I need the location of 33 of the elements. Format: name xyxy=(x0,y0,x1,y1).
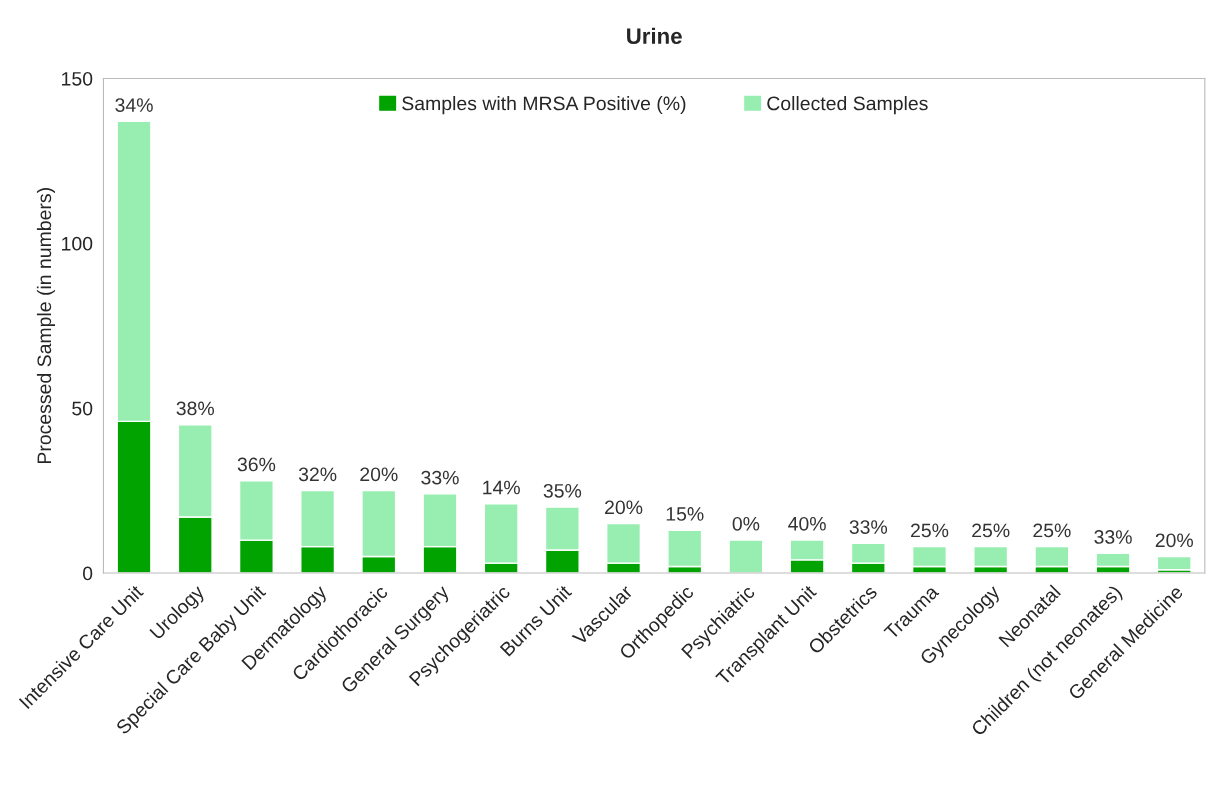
annotation: 34% xyxy=(115,98,153,112)
bar xyxy=(1034,545,1070,568)
annotation: 40% xyxy=(788,516,826,531)
y-tick-label: 0 xyxy=(82,566,93,581)
annotation: 25% xyxy=(1033,523,1071,538)
annotation: 38% xyxy=(176,401,214,416)
y-tick-label: 150 xyxy=(62,71,93,86)
annotation: 33% xyxy=(1094,530,1132,544)
annotation: 20% xyxy=(1155,533,1193,548)
legend-label: Samples with MRSA Positive (%) xyxy=(402,96,686,115)
annotation: 0% xyxy=(732,516,760,531)
annotation: 33% xyxy=(421,470,459,485)
annotation: 32% xyxy=(298,467,337,482)
annotation: 25% xyxy=(972,523,1010,538)
annotation: 33% xyxy=(849,520,888,534)
bar xyxy=(667,529,703,568)
annotation: 15% xyxy=(666,507,704,521)
bar xyxy=(728,539,764,574)
y-tick-label: 50 xyxy=(72,401,93,416)
bar xyxy=(1095,552,1131,568)
chart-title: Urine xyxy=(627,27,682,44)
annotation: 20% xyxy=(605,500,643,515)
annotation: 20% xyxy=(360,467,398,482)
y-axis-title: Processed Sample (in numbers) xyxy=(36,188,56,464)
bar xyxy=(973,545,1009,568)
y-tick-label: 100 xyxy=(62,236,93,251)
annotation: 14% xyxy=(483,480,520,495)
bar xyxy=(1156,555,1192,571)
annotation: 25% xyxy=(911,523,949,538)
annotation: 36% xyxy=(237,457,276,472)
legend-label: Collected Samples xyxy=(767,96,928,115)
annotation: 35% xyxy=(543,483,582,498)
bar xyxy=(911,545,948,568)
